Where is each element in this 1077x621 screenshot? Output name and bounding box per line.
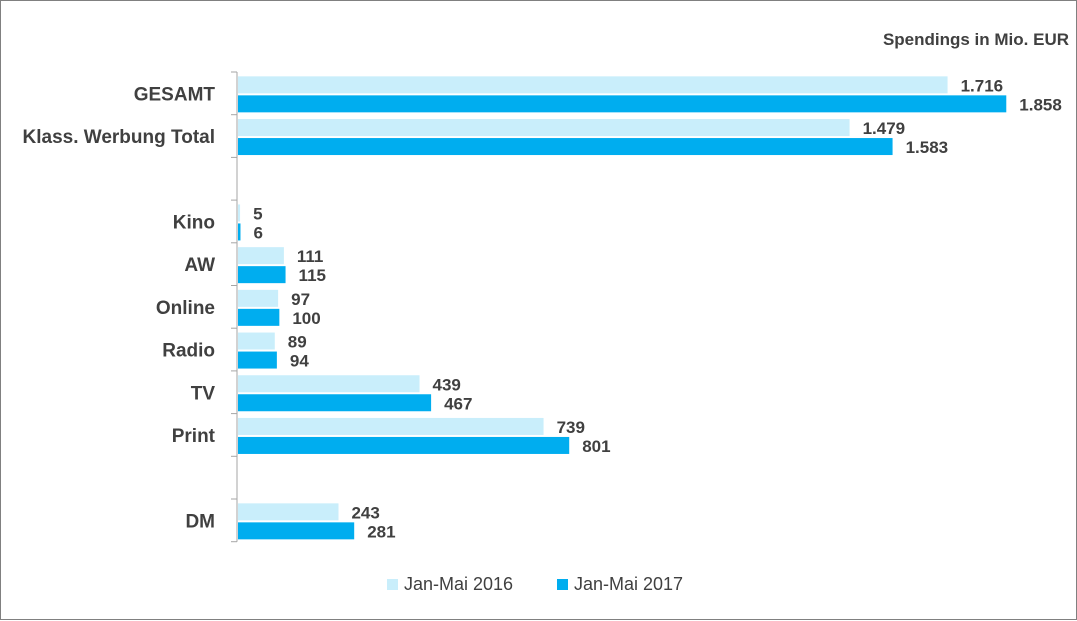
category-label: AW [184,255,215,276]
bar-series-2016 [238,332,275,350]
data-label: 100 [292,309,320,328]
bar-series-2017 [238,223,241,241]
category-label: Kino [173,212,215,233]
legend-label: Jan-Mai 2017 [574,574,683,594]
data-label: 739 [557,418,585,437]
category-label: TV [191,383,216,404]
data-label: 115 [299,266,326,285]
data-label: 5 [253,204,262,223]
bar-series-2017 [238,436,570,454]
bar-series-2017 [238,351,277,369]
data-label: 97 [291,290,310,309]
data-label: 6 [253,223,262,242]
legend-label: Jan-Mai 2016 [404,574,513,594]
unit-label: Spendings in Mio. EUR [883,30,1069,49]
category-label: Online [156,298,215,319]
bar-series-2017 [238,308,280,326]
category-label: Klass. Werbung Total [23,127,216,148]
bar-series-2016 [238,289,279,307]
bar-series-2017 [238,394,432,412]
bar-series-2016 [238,76,948,94]
data-label: 801 [582,437,610,456]
bar-series-2016 [238,119,850,137]
data-label: 439 [433,375,461,394]
bar-series-2016 [238,375,420,393]
category-label: Radio [162,341,215,362]
data-label: 1.858 [1019,95,1062,114]
plot-area: GESAMT 1.716 1.858 Klass. Werbung Total 1.47… [23,71,1062,543]
bar-series-2016 [238,503,339,521]
data-label: 94 [290,352,309,371]
data-label: 1.583 [906,138,949,157]
data-label: 89 [288,333,307,352]
legend: Jan-Mai 2016 Jan-Mai 2017 [387,574,683,594]
legend-swatch [557,579,568,590]
data-label: 467 [444,394,472,413]
bar-series-2017 [238,522,355,540]
data-label: 1.716 [961,76,1004,95]
bar-series-2016 [238,417,544,435]
category-label: GESAMT [134,84,216,105]
legend-swatch [387,579,398,590]
data-label: 281 [367,522,395,541]
data-label: 111 [297,247,324,266]
bar-series-2017 [238,266,286,284]
category-label: Print [172,426,216,447]
bar-series-2016 [238,247,284,265]
bar-series-2017 [238,138,893,156]
bar-series-2017 [238,95,1007,113]
data-label: 1.479 [863,119,906,138]
category-label: DM [185,511,215,532]
bar-series-2016 [238,204,241,222]
data-label: 243 [351,503,379,522]
